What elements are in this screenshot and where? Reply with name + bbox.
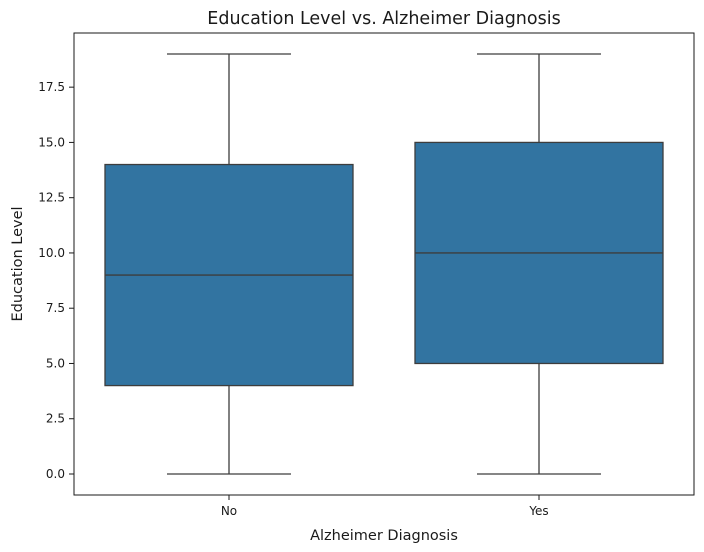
x-tick-label: Yes <box>528 504 548 518</box>
y-tick-label: 10.0 <box>38 246 65 260</box>
y-axis-label: Education Level <box>10 206 26 321</box>
y-axis: 0.0 2.5 5.0 7.5 10.0 12.5 15.0 17.5 <box>38 80 74 481</box>
box-group-yes <box>414 53 664 475</box>
x-tick-label: No <box>221 504 237 518</box>
x-axis-label: Alzheimer Diagnosis <box>310 528 458 544</box>
plot-frame <box>73 32 695 496</box>
plot-area: 0.0 2.5 5.0 7.5 10.0 12.5 15.0 17.5 No Yes <box>38 32 695 518</box>
y-tick-label: 5.0 <box>46 356 65 370</box>
chart-title: Education Level vs. Alzheimer Diagnosis <box>207 9 560 29</box>
y-tick-label: 2.5 <box>46 412 65 426</box>
boxes-layer <box>104 53 664 475</box>
y-tick-label: 12.5 <box>38 191 65 205</box>
y-tick-label: 15.0 <box>38 135 65 149</box>
x-axis: No Yes <box>221 495 549 518</box>
y-tick-label: 17.5 <box>38 80 65 94</box>
y-tick-label: 0.0 <box>46 467 65 481</box>
box-group-no <box>104 53 354 475</box>
y-tick-label: 7.5 <box>46 301 65 315</box>
